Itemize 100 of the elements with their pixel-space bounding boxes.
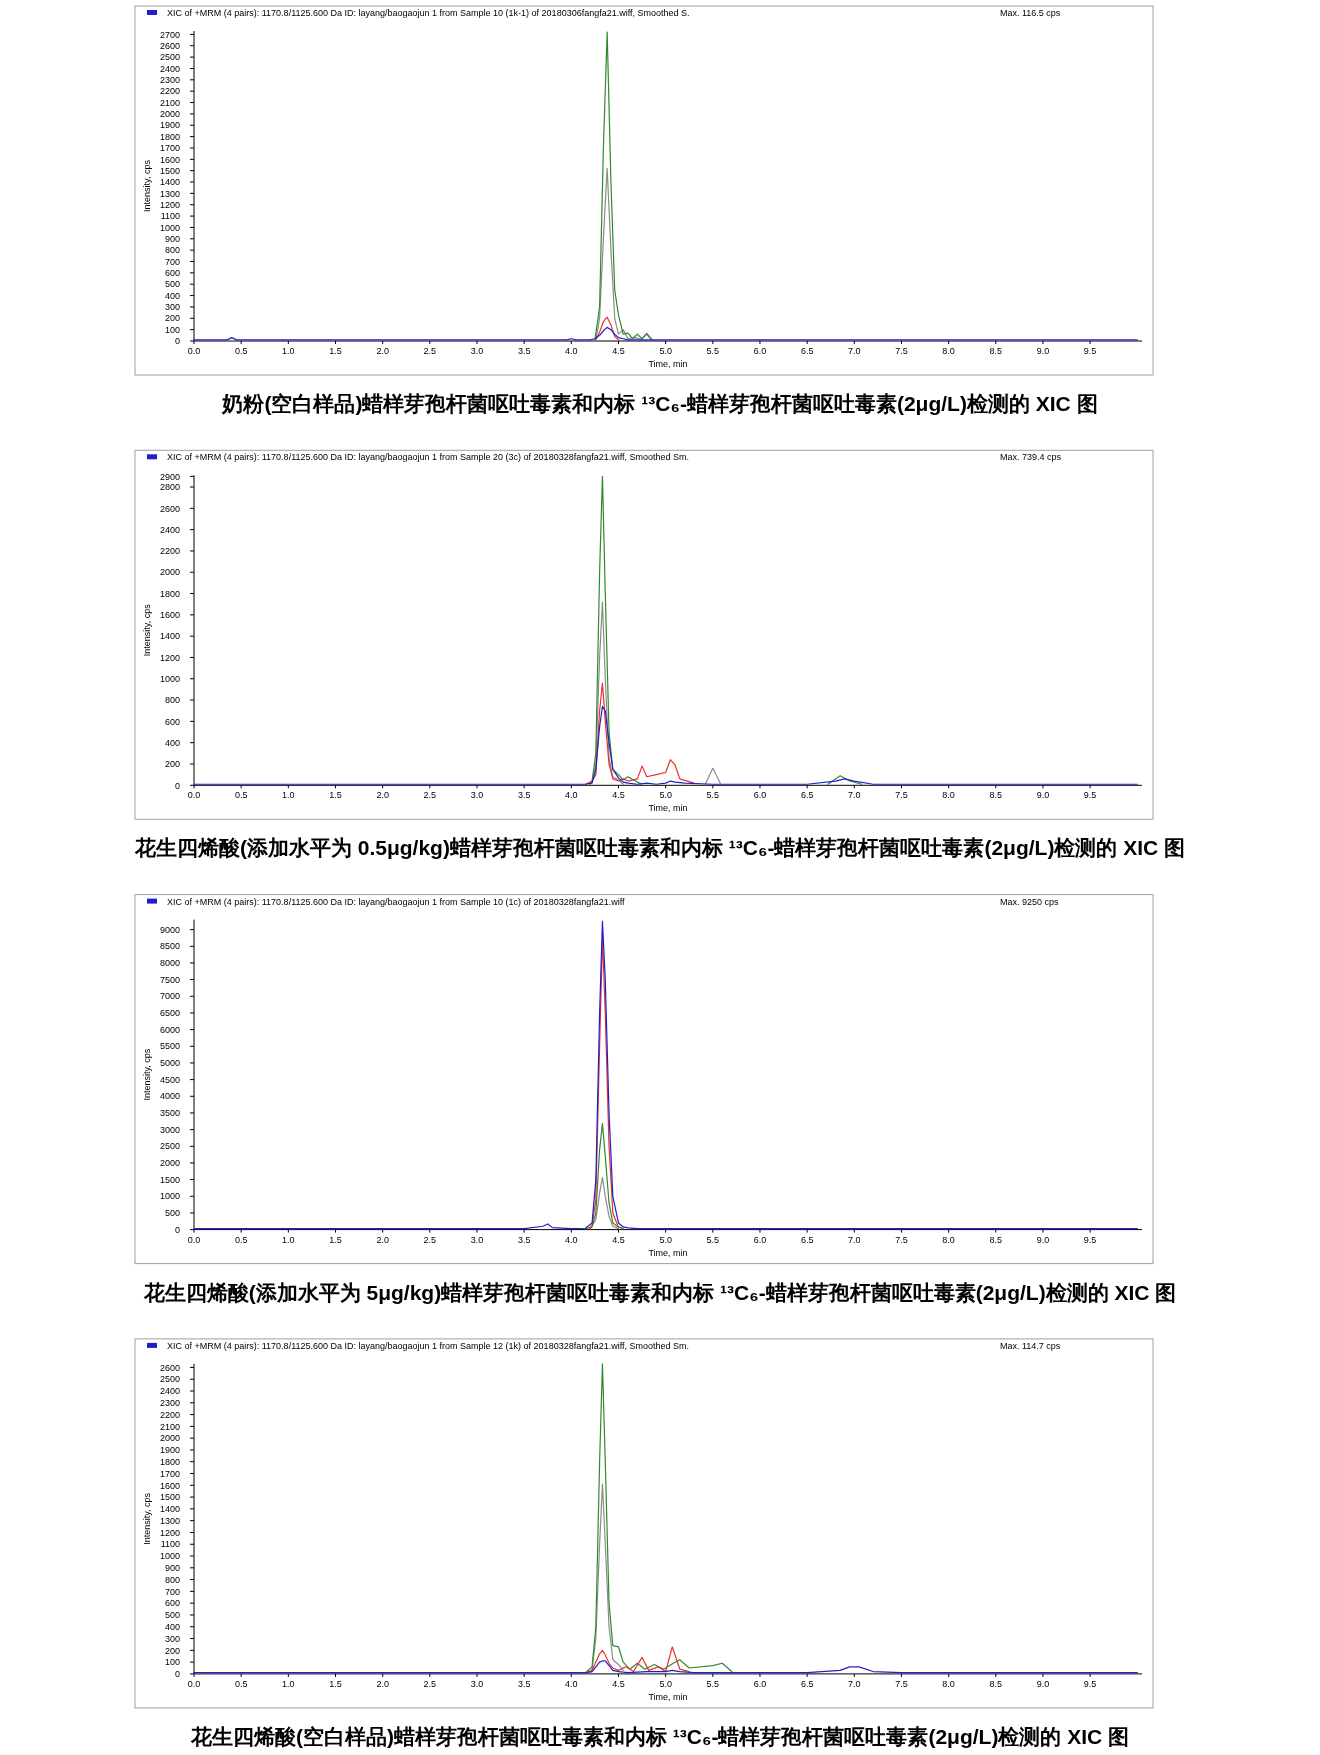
- x-tick-label: 5.5: [706, 1234, 720, 1245]
- y-tick-label: 2500: [159, 1141, 180, 1152]
- x-tick-label: 9.0: [1036, 1678, 1050, 1689]
- y-tick-label: 1600: [159, 154, 180, 165]
- y-tick-label: 5000: [159, 1058, 180, 1069]
- y-tick-label: 300: [164, 1633, 180, 1644]
- x-axis-title: Time, min: [648, 359, 688, 369]
- y-tick-label: 2600: [159, 503, 180, 514]
- y-tick-label: 2600: [159, 1362, 180, 1373]
- x-tick-label: 6.0: [753, 1678, 767, 1689]
- y-tick-label: 7500: [159, 974, 180, 985]
- x-tick-label: 8.5: [989, 1234, 1003, 1245]
- line-series: [589, 937, 620, 1230]
- x-tick-label: 8.0: [942, 1234, 955, 1245]
- line-series: [584, 1363, 733, 1674]
- y-tick-label: 3500: [159, 1108, 180, 1119]
- y-tick-label: 0: [174, 780, 180, 791]
- x-tick-label: 5.5: [706, 346, 720, 356]
- y-tick-label: 200: [164, 1645, 180, 1656]
- text: 花生四烯酸(空白样品)蜡样芽孢杆菌呕吐毒素和内标 ¹³C₆-蜡样芽孢杆菌呕吐毒素(2μg/L)检测的 XIC 图: [189, 1724, 1130, 1748]
- x-tick-label: 3.5: [517, 790, 531, 801]
- y-tick-label: 300: [164, 302, 180, 313]
- x-tick-label: 1.0: [282, 1234, 295, 1245]
- y-tick-label: 2000: [159, 109, 180, 120]
- y-tick-label: 2800: [159, 482, 180, 493]
- y-tick-label: 2400: [159, 524, 180, 535]
- y-tick-label: 1000: [159, 1551, 180, 1562]
- x-tick-label: 3.0: [470, 1678, 484, 1689]
- y-tick-label: 1600: [159, 1480, 180, 1491]
- x-tick-label: 5.0: [659, 346, 672, 356]
- x-tick-label: 9.5: [1083, 1678, 1097, 1689]
- y-tick-label: 1900: [159, 1445, 180, 1456]
- x-tick-label: 6.0: [753, 346, 767, 356]
- y-tick-label: 4500: [159, 1074, 180, 1085]
- x-tick-label: 9.0: [1036, 790, 1050, 801]
- y-tick-label: 2000: [159, 1433, 180, 1444]
- x-tick-label: 5.0: [659, 1234, 672, 1245]
- y-tick-label: 1000: [159, 1191, 180, 1202]
- x-tick-label: 9.5: [1083, 346, 1097, 356]
- y-tick-label: 1500: [159, 1492, 180, 1503]
- x-tick-label: 9.5: [1083, 1234, 1097, 1245]
- y-tick-label: 2600: [159, 40, 180, 51]
- x-tick-label: 0.0: [187, 790, 201, 801]
- text: Max. 116.5 cps: [1000, 8, 1061, 18]
- y-tick-label: 800: [164, 245, 180, 256]
- x-tick-label: 8.5: [989, 346, 1003, 356]
- x-tick-label: 6.5: [800, 346, 814, 356]
- line-series: [584, 682, 695, 785]
- x-tick-label: 2.0: [376, 790, 389, 801]
- x-tick-label: 5.0: [659, 1678, 672, 1689]
- y-tick-label: 2200: [159, 86, 180, 97]
- x-tick-label: 8.0: [942, 1678, 955, 1689]
- x-tick-label: 2.0: [376, 346, 389, 356]
- y-tick-label: 100: [164, 1657, 180, 1668]
- y-tick-label: 2500: [159, 1374, 180, 1385]
- y-tick-label: 200: [164, 313, 180, 324]
- y-tick-label: 1100: [160, 211, 180, 222]
- y-tick-label: 400: [164, 1621, 180, 1632]
- y-tick-label: 2500: [159, 52, 180, 63]
- y-tick-label: 6000: [159, 1024, 180, 1035]
- y-tick-label: 500: [164, 1208, 180, 1219]
- x-tick-label: 1.0: [282, 790, 295, 801]
- x-tick-label: 4.0: [565, 1234, 578, 1245]
- y-tick-label: 9000: [159, 924, 180, 935]
- x-tick-label: 8.5: [989, 790, 1003, 801]
- text: Max. 114.7 cps: [1000, 1340, 1061, 1351]
- x-tick-label: 1.5: [329, 1234, 342, 1245]
- x-tick-label: 0.0: [187, 346, 201, 356]
- text: 花生四烯酸(添加水平为 5μg/kg)蜡样芽孢杆菌呕吐毒素和内标 ¹³C₆-蜡样芽孢杆菌呕吐毒素(2μg/L)检测的 XIC 图: [142, 1280, 1177, 1304]
- x-tick-label: 3.0: [470, 790, 484, 801]
- x-tick-label: 7.5: [895, 346, 908, 356]
- x-tick-label: 6.5: [800, 790, 814, 801]
- x-tick-label: 1.0: [282, 346, 295, 356]
- y-axis-title: Intensity, cps: [142, 1048, 152, 1101]
- x-tick-label: 4.5: [612, 790, 625, 801]
- x-tick-label: 8.0: [942, 346, 955, 356]
- y-tick-label: 2200: [159, 546, 180, 557]
- y-tick-label: 1200: [159, 652, 180, 663]
- x-tick-label: 0.0: [187, 1234, 201, 1245]
- y-tick-label: 2900: [159, 471, 180, 482]
- line-series: [584, 1123, 624, 1230]
- y-tick-label: 1200: [159, 199, 180, 210]
- y-tick-label: 2400: [159, 1386, 180, 1397]
- line-series: [584, 1646, 690, 1674]
- x-tick-label: 6.0: [753, 1234, 767, 1245]
- y-tick-label: 1000: [159, 673, 180, 684]
- legend-label: XIC of +MRM (4 pairs): 1170.8/1125.600 Da ID: layang/baogaojun 1 from Sample 10 (1k-1) of 20180306fangfa21.wiff, Smoothed S.: [167, 8, 690, 18]
- y-tick-label: 2200: [159, 1409, 180, 1420]
- x-tick-label: 7.0: [848, 1678, 861, 1689]
- x-tick-label: 3.0: [470, 1234, 484, 1245]
- x-tick-label: 4.5: [612, 1678, 625, 1689]
- y-tick-label: 2300: [159, 75, 180, 86]
- legend-label: XIC of +MRM (4 pairs): 1170.8/1125.600 Da ID: layang/baogaojun 1 from Sample 12 (1k) of 20180328fangfa21.wiff, Smoothed Sm.: [167, 1340, 690, 1351]
- x-tick-label: 6.0: [753, 790, 767, 801]
- x-tick-label: 7.5: [895, 790, 908, 801]
- y-tick-label: 700: [164, 1586, 180, 1597]
- x-tick-label: 1.5: [329, 1678, 342, 1689]
- x-tick-label: 4.5: [612, 346, 625, 356]
- x-tick-label: 2.5: [423, 346, 437, 356]
- x-tick-label: 0.0: [187, 1678, 201, 1689]
